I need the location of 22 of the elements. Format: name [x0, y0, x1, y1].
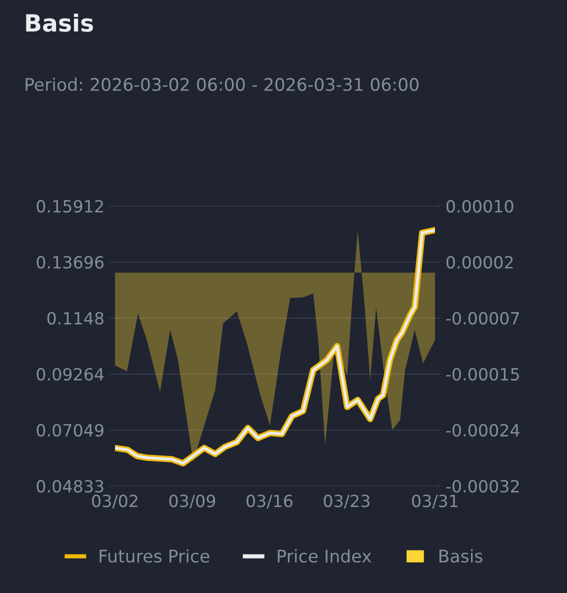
- y2-tick-label: 0.00010: [446, 200, 514, 213]
- chart-title: Basis: [26, 14, 94, 32]
- x-tick-label: 03/31: [412, 494, 458, 509]
- y-tick-label: 0.13696: [36, 256, 104, 269]
- y2-tick-label: -0.00015: [446, 368, 519, 381]
- y-tick-label: 0.09264: [36, 368, 104, 381]
- y2-tick-label: -0.00032: [446, 480, 519, 493]
- x-tick-label: 03/09: [169, 494, 216, 509]
- y2-tick-label: -0.00024: [446, 424, 520, 437]
- x-tick-label: 03/23: [324, 494, 370, 509]
- legend-label: Basis: [440, 549, 482, 563]
- legend-label: Price Index: [278, 549, 372, 563]
- legend-label: Futures Price: [100, 549, 210, 563]
- y-tick-label: 0.15912: [36, 200, 103, 213]
- y2-tick-label: 0.00002: [446, 256, 513, 269]
- y-tick-label: 0.07049: [36, 424, 104, 437]
- y2-tick-label: -0.00007: [446, 312, 519, 325]
- y-tick-label: 0.04833: [36, 480, 104, 493]
- y-tick-label: 0.1148: [47, 312, 104, 325]
- x-tick-label: 03/16: [246, 494, 292, 509]
- x-tick-label: 03/02: [92, 494, 138, 509]
- chart-subtitle: Period: 2026-03-02 06:00 - 2026-03-31 06:00: [26, 78, 419, 92]
